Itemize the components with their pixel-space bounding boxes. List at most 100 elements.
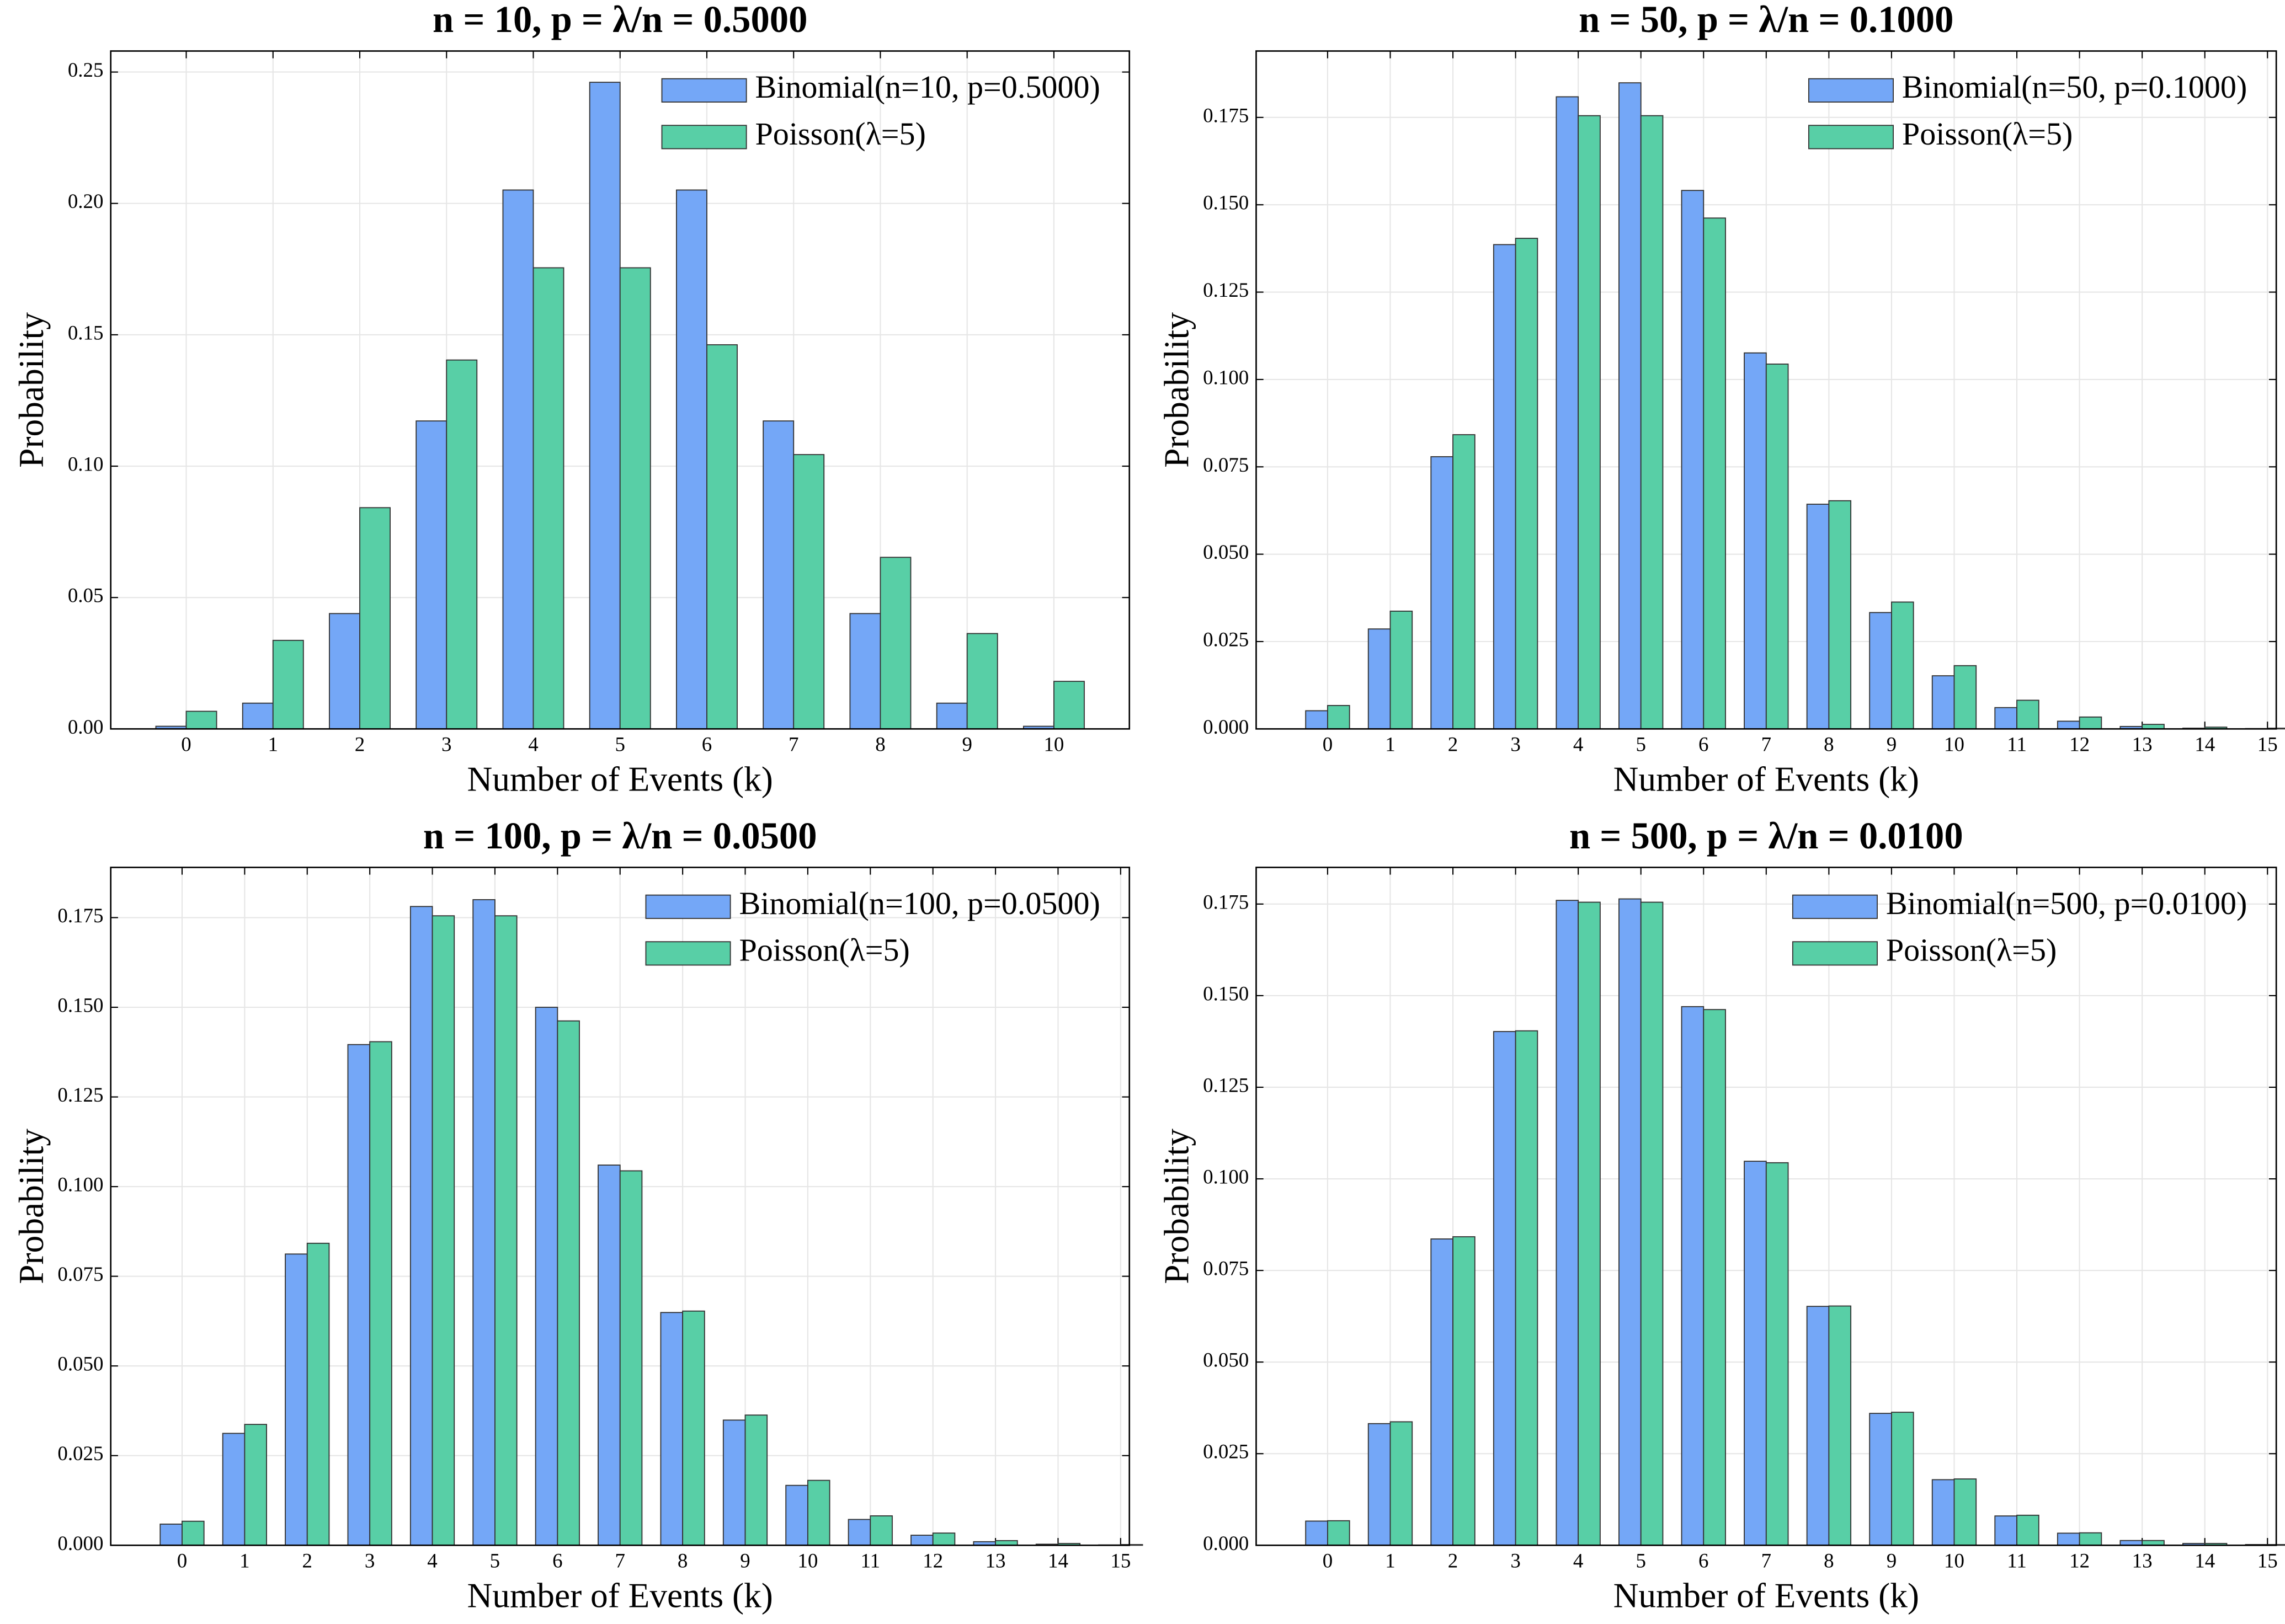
y-axis-label: Probability: [1158, 312, 1196, 468]
bar: [598, 1164, 621, 1546]
subplot: 0.000 0.025 0.050 0.075 0.100 0.125 0.150 0.175…: [1158, 0, 2285, 799]
bar: [472, 899, 496, 1546]
x-tick-label: 11: [2007, 1549, 2027, 1572]
x-tick-label: 2: [302, 1549, 312, 1572]
x-tick-label: 3: [1510, 733, 1520, 756]
bar: [589, 82, 621, 730]
y-axis-label: Probability: [12, 1129, 51, 1284]
y-tick-label: 0.000: [1203, 715, 1249, 738]
chart-title: n = 10, p = λ/n = 0.5000: [433, 0, 807, 40]
bar: [1994, 1515, 2017, 1546]
bar: [1744, 352, 1767, 730]
x-tick-label: 5: [490, 1549, 500, 1572]
y-axis-label: Probability: [1158, 1129, 1196, 1284]
bar: [722, 1419, 746, 1546]
bar: [306, 1242, 330, 1546]
y-tick-label: 0.175: [1203, 890, 1249, 913]
bar: [676, 189, 707, 730]
bar: [785, 1484, 808, 1546]
bar: [1327, 1520, 1350, 1546]
bar: [763, 420, 795, 730]
y-tick-label: 0.100: [1203, 366, 1249, 388]
x-tick-label: 6: [1698, 1549, 1708, 1572]
bar: [910, 1535, 934, 1546]
legend-swatch: [1808, 78, 1894, 103]
bar: [880, 557, 912, 730]
bar: [744, 1414, 768, 1546]
bar: [1806, 1306, 1830, 1546]
x-tick-label: 0: [1323, 733, 1333, 756]
bar: [494, 915, 518, 1546]
bar: [285, 1253, 308, 1546]
x-tick-label: 12: [2069, 1549, 2090, 1572]
x-tick-label: 2: [355, 733, 365, 756]
bar: [1367, 1423, 1391, 1546]
legend: Binomial(n=50, p=0.1000) Poisson(λ=5): [1808, 69, 2247, 152]
legend-label: Poisson(λ=5): [1886, 932, 2057, 968]
x-tick-label: 5: [1636, 733, 1645, 756]
y-tick-label: 0.05: [68, 584, 104, 607]
x-tick-label: 7: [789, 733, 798, 756]
x-tick-label: 8: [1824, 733, 1834, 756]
bar: [848, 1519, 871, 1546]
bar: [2057, 1532, 2080, 1546]
subplot: 0.000 0.025 0.050 0.075 0.100 0.125 0.150 0.175…: [1158, 815, 2285, 1615]
bar: [2079, 716, 2102, 730]
legend-label: Poisson(λ=5): [739, 932, 909, 968]
x-tick-label: 3: [365, 1549, 375, 1572]
bar: [966, 633, 998, 730]
x-tick-label: 2: [1448, 733, 1458, 756]
bar: [2057, 720, 2080, 730]
legend-swatch: [1808, 125, 1894, 149]
chart-title: n = 500, p = λ/n = 0.0100: [1569, 815, 1963, 857]
bar: [557, 1020, 580, 1546]
x-axis-label: Number of Events (k): [1613, 1577, 1919, 1615]
bar: [1053, 681, 1085, 730]
x-tick-label: 12: [923, 1549, 943, 1572]
x-tick-label: 3: [441, 733, 451, 756]
y-tick-label: 0.100: [57, 1173, 103, 1196]
bar: [2016, 699, 2039, 730]
bar: [359, 507, 391, 730]
x-tick-label: 4: [528, 733, 538, 756]
bar: [532, 267, 564, 730]
y-tick-label: 0.000: [57, 1532, 103, 1554]
y-tick-label: 0.150: [1203, 191, 1249, 214]
y-tick-label: 0.125: [1203, 279, 1249, 301]
bar: [185, 710, 217, 730]
bar: [1953, 1478, 1977, 1546]
y-tick-label: 0.175: [1203, 104, 1249, 126]
legend-label: Binomial(n=10, p=0.5000): [755, 69, 1100, 105]
x-tick-label: 10: [797, 1549, 818, 1572]
axes-frame: [110, 867, 1131, 1546]
y-tick-label: 0.10: [68, 453, 104, 476]
bar: [1367, 628, 1391, 730]
x-tick-label: 8: [875, 733, 885, 756]
x-tick-label: 15: [2257, 1549, 2278, 1572]
bar: [329, 613, 360, 730]
y-tick-label: 0.125: [57, 1083, 103, 1106]
axes-frame: [110, 50, 1131, 730]
x-tick-label: 13: [2132, 1549, 2153, 1572]
x-axis-label: Number of Events (k): [1613, 760, 1919, 799]
x-tick-label: 14: [1048, 1549, 1068, 1572]
bar: [849, 613, 881, 730]
bar: [1305, 1520, 1328, 1546]
chart-title: n = 100, p = λ/n = 0.0500: [423, 815, 817, 857]
x-tick-label: 1: [1385, 733, 1395, 756]
axes-frame: [1255, 50, 2277, 730]
bar: [619, 1170, 643, 1546]
x-tick-label: 11: [860, 1549, 880, 1572]
legend-swatch: [645, 941, 731, 966]
bar: [369, 1041, 392, 1546]
legend-swatch: [645, 894, 731, 919]
legend: Binomial(n=500, p=0.0100) Poisson(λ=5): [1792, 885, 2247, 968]
bar: [1389, 1421, 1413, 1546]
legend-swatch: [1792, 941, 1878, 966]
bar: [936, 702, 968, 730]
bar: [446, 359, 478, 730]
bar: [1953, 665, 1977, 730]
x-tick-label: 14: [2195, 733, 2215, 756]
x-tick-label: 8: [1824, 1549, 1834, 1572]
bar: [347, 1044, 371, 1546]
